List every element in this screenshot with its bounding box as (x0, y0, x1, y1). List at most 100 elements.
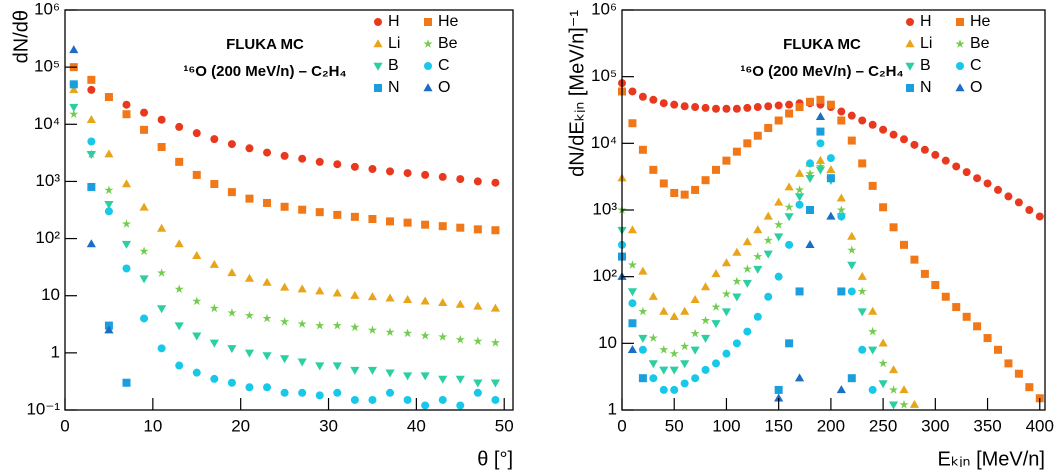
series (69, 85, 501, 312)
data-point (175, 361, 184, 370)
data-point (386, 217, 395, 226)
data-point (263, 383, 272, 392)
data-point (732, 147, 741, 156)
data-point (879, 125, 888, 134)
legend-label: Be (438, 35, 458, 52)
data-point (826, 165, 836, 174)
series (618, 79, 1044, 221)
data-point (868, 326, 878, 336)
data-point (140, 125, 149, 134)
data-point (648, 333, 658, 342)
legend-marker (423, 39, 433, 48)
legend-marker (906, 84, 914, 92)
data-point (403, 218, 412, 227)
data-point (973, 322, 982, 331)
data-point (627, 260, 637, 269)
data-point (857, 308, 867, 317)
data-point (473, 388, 482, 397)
data-point (122, 100, 131, 109)
data-point (244, 310, 254, 320)
data-point (280, 282, 290, 291)
data-point (659, 306, 669, 315)
data-point (491, 178, 500, 187)
data-point (104, 93, 113, 102)
data-point (227, 345, 237, 354)
annotation: ¹⁶O (200 MeV/n) – C₂H₄ (740, 63, 903, 80)
legend-marker (424, 62, 432, 70)
data-point (140, 314, 149, 323)
data-point (847, 136, 856, 145)
y-tick-label: 10² (35, 228, 60, 247)
data-point (847, 261, 857, 270)
data-point (386, 167, 395, 176)
data-point (438, 395, 447, 404)
series (69, 45, 114, 334)
data-point (732, 339, 741, 348)
data-point (627, 225, 638, 234)
data-point (420, 372, 430, 381)
data-point (297, 319, 307, 328)
plot-frame (64, 9, 514, 411)
legend-marker (905, 62, 915, 71)
x-tick-label: 0 (617, 416, 626, 435)
data-point (690, 328, 700, 338)
data-point (722, 104, 731, 113)
data-point (785, 339, 794, 348)
data-point (878, 358, 888, 368)
data-point (628, 119, 637, 128)
data-point (403, 395, 412, 404)
data-point (691, 103, 700, 112)
legend-label: He (970, 13, 991, 30)
data-point (753, 251, 763, 261)
data-point (86, 114, 96, 123)
data-point (806, 206, 814, 214)
data-point (455, 334, 465, 344)
data-point (490, 338, 500, 347)
data-point (659, 385, 668, 394)
data-point (1004, 192, 1013, 201)
data-point (263, 148, 272, 157)
data-point (900, 240, 908, 249)
legend-label: N (920, 79, 932, 96)
data-point (157, 268, 167, 277)
series (69, 80, 500, 410)
data-point (628, 87, 637, 96)
legend-label: Be (970, 35, 990, 52)
x-tick-label: 50 (495, 416, 514, 435)
x-tick-label: 40 (407, 416, 426, 435)
data-point (473, 379, 483, 388)
data-point (280, 355, 290, 364)
data-point (157, 223, 167, 232)
data-point (350, 395, 359, 404)
legend-marker (956, 62, 964, 70)
data-point (785, 100, 794, 109)
data-point (858, 159, 867, 168)
data-point (1035, 212, 1044, 221)
data-point (670, 385, 679, 394)
legend-label: Li (920, 35, 932, 52)
annotation: ¹⁶O (200 MeV/n) – C₂H₄ (183, 63, 346, 80)
data-point (69, 85, 79, 94)
data-point (920, 145, 929, 154)
x-tick-label: 100 (712, 416, 740, 435)
data-point (438, 375, 448, 384)
data-point (742, 237, 752, 246)
data-point (638, 266, 648, 275)
series (617, 112, 846, 402)
data-point (332, 362, 342, 371)
data-point (900, 135, 908, 144)
data-point (1025, 383, 1034, 392)
data-point (868, 306, 878, 315)
data-point (385, 369, 395, 378)
data-point (86, 239, 96, 248)
data-point (402, 372, 413, 381)
data-point (350, 162, 359, 171)
data-point (139, 246, 149, 256)
legend-label: Li (388, 35, 400, 52)
data-point (638, 345, 647, 354)
data-point (701, 315, 711, 325)
y-tick-label: 10⁴ (591, 133, 617, 152)
data-point (627, 344, 638, 353)
y-axis-title: dN/dEₖᵢₙ [MeV/n]⁻¹ (566, 10, 588, 177)
data-point (691, 185, 700, 194)
